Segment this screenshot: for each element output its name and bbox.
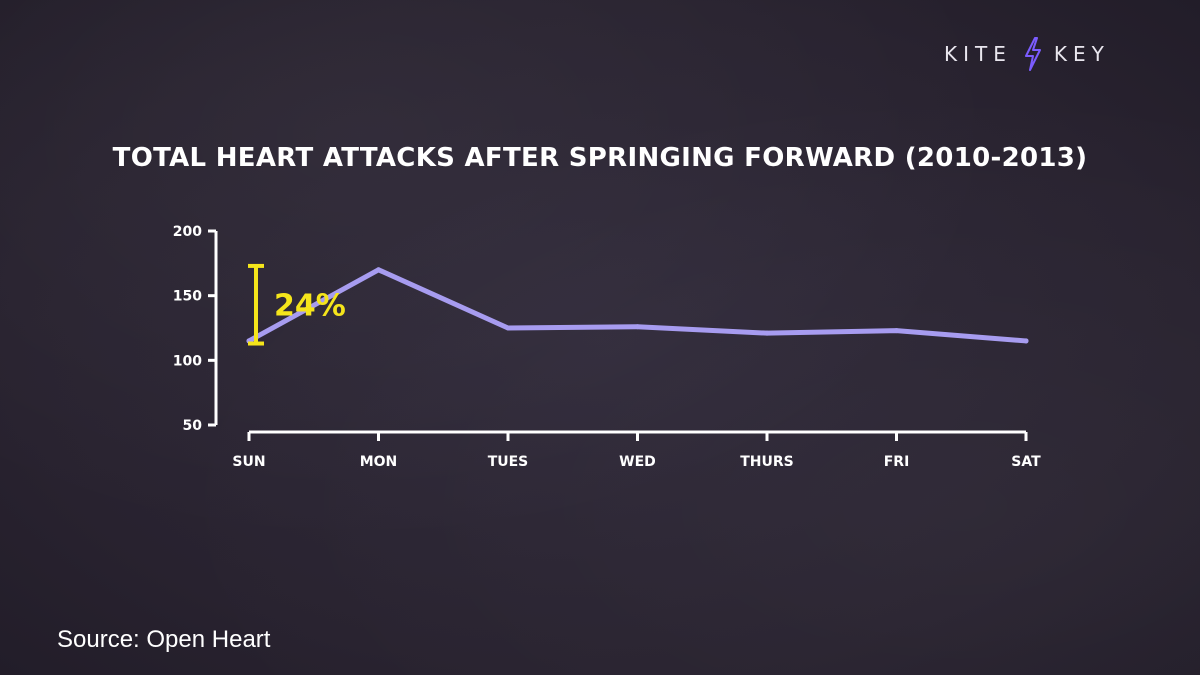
chart-title: TOTAL HEART ATTACKS AFTER SPRINGING FORW… bbox=[112, 143, 1088, 173]
data-point bbox=[894, 328, 899, 334]
y-tick-label: 50 bbox=[183, 418, 203, 434]
data-point bbox=[505, 325, 511, 331]
data-point bbox=[635, 324, 640, 330]
lightning-bolt-icon bbox=[1024, 37, 1041, 71]
brand-logo: KITE KEY bbox=[944, 37, 1156, 71]
annotation-label: 24% bbox=[274, 289, 346, 324]
x-tick-label: SUN bbox=[232, 454, 265, 470]
series-line bbox=[246, 267, 1029, 344]
brand-word-1: KITE bbox=[944, 42, 1012, 66]
data-point bbox=[376, 267, 381, 273]
y-tick-label: 200 bbox=[173, 224, 202, 240]
x-tick-label: FRI bbox=[884, 454, 910, 470]
x-tick-label: SAT bbox=[1011, 454, 1041, 470]
brand-word-2: KEY bbox=[1053, 42, 1110, 66]
x-tick-label: TUES bbox=[488, 454, 529, 470]
data-point bbox=[1023, 338, 1029, 344]
x-tick-label: THURS bbox=[740, 454, 794, 470]
source-caption: Source: Open Heart bbox=[57, 626, 271, 653]
x-tick-label: MON bbox=[360, 454, 398, 470]
x-tick-label: WED bbox=[619, 454, 656, 470]
data-point bbox=[764, 330, 770, 336]
y-tick-label: 100 bbox=[173, 353, 202, 369]
y-tick-label: 150 bbox=[173, 289, 202, 305]
